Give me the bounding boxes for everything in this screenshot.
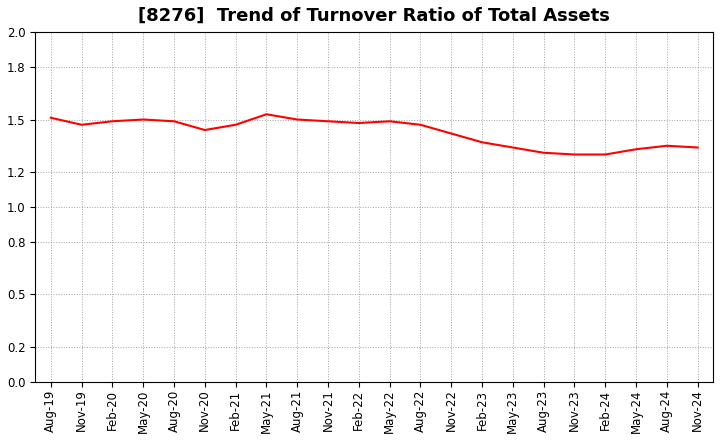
Title: [8276]  Trend of Turnover Ratio of Total Assets: [8276] Trend of Turnover Ratio of Total …: [138, 7, 610, 25]
